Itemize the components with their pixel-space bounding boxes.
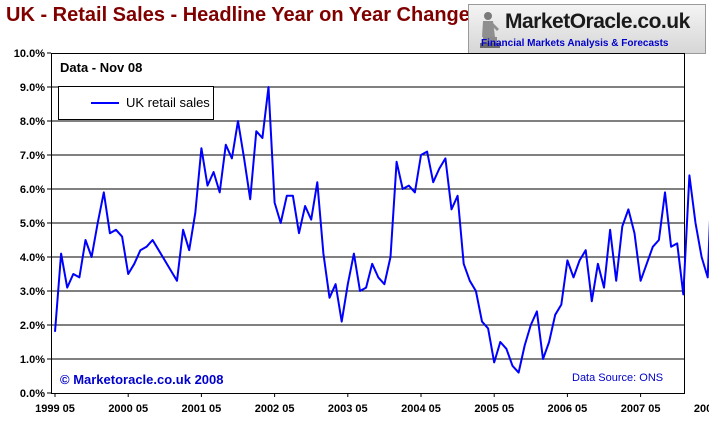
y-tick-label: 4.0% [20, 252, 45, 264]
x-tick-label: 2001 05 [182, 403, 222, 415]
marketoracle-logo[interactable]: MarketOracle.co.uk Financial Markets Ana… [468, 4, 706, 54]
y-tick-label: 1.0% [20, 354, 45, 366]
x-tick-label: 2002 05 [255, 403, 295, 415]
copyright-text: © Marketoracle.co.uk 2008 [60, 372, 224, 387]
x-tick-label: 2004 05 [401, 403, 441, 415]
x-tick-label: 2005 05 [474, 403, 514, 415]
y-tick-label: 2.0% [20, 320, 45, 332]
statue-icon [480, 12, 500, 48]
x-tick-label: 1999 05 [35, 403, 75, 415]
y-tick-label: 8.0% [20, 116, 45, 128]
grid-lines [51, 86, 685, 360]
x-tick-label: 2000 05 [108, 403, 148, 415]
y-tick-label: 7.0% [20, 150, 45, 162]
y-tick-label: 0.0% [20, 388, 45, 400]
y-tick-label: 9.0% [20, 82, 45, 94]
y-axis-tick-labels: 0.0% 1.0% 2.0% 3.0% 4.0% 5.0% 6.0% 7.0% 8.0% 9.0%… [14, 48, 51, 400]
y-tick-label: 3.0% [20, 286, 45, 298]
y-tick-label: 5.0% [20, 218, 45, 230]
data-date-label: Data - Nov 08 [60, 60, 143, 75]
x-tick-label: 2003 05 [328, 403, 368, 415]
y-tick-label: 10.0% [14, 48, 45, 60]
logo-name: MarketOracle.co.uk [505, 10, 690, 33]
legend: UK retail sales [58, 86, 214, 120]
logo-tagline: Financial Markets Analysis & Forecasts [481, 38, 669, 49]
y-tick-label: 6.0% [20, 184, 45, 196]
x-tick-label: 2006 05 [548, 403, 588, 415]
x-tick-label: 2008 05 [694, 403, 709, 415]
legend-swatch [91, 102, 119, 104]
x-tick-label: 2007 05 [621, 403, 661, 415]
x-axis-tick-labels: 1999 05 2000 05 2001 05 2002 05 2003 05 2004 … [35, 393, 709, 415]
legend-entry-uk-retail-sales: UK retail sales [126, 95, 210, 110]
chart-title: UK - Retail Sales - Headline Year on Yea… [6, 4, 470, 26]
series-line-uk-retail-sales [54, 86, 709, 374]
data-source-text: Data Source: ONS [572, 372, 664, 384]
